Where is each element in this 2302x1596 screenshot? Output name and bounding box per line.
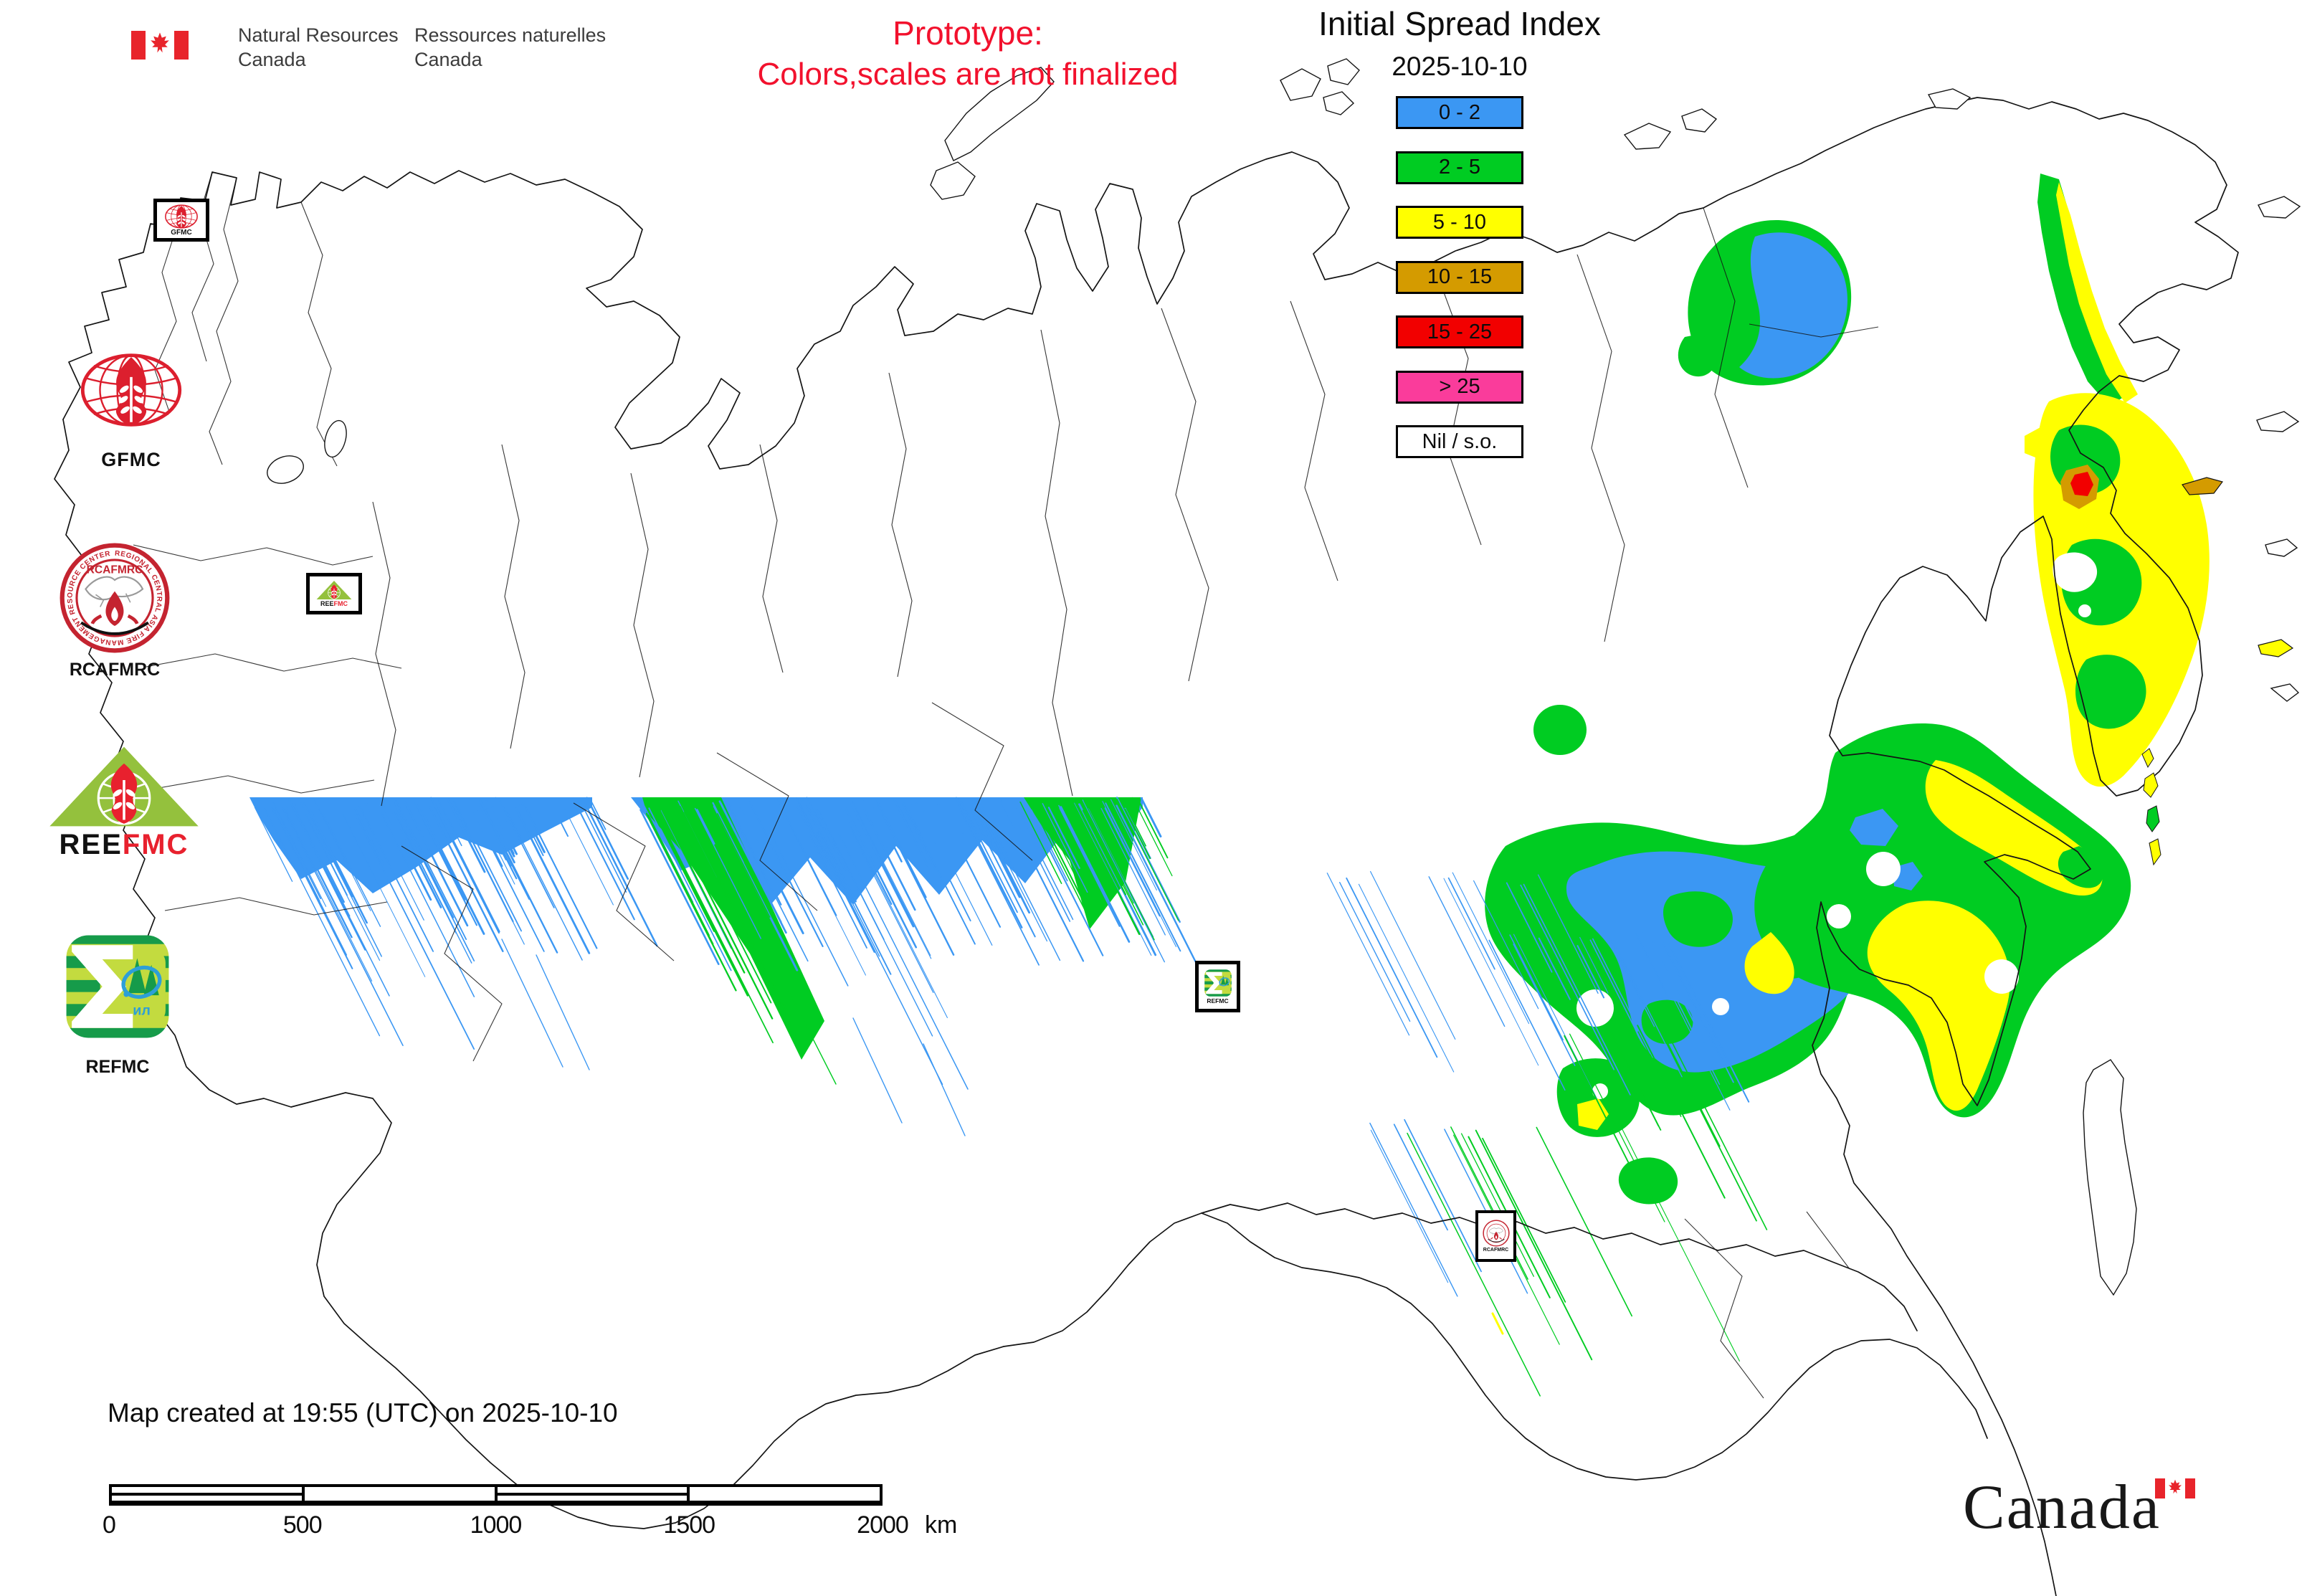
refmc-inner-label: ил <box>133 1003 151 1019</box>
scalebar-tick-label: 1000 <box>470 1511 523 1539</box>
marker-rcafmrc: RCAFMRC <box>1475 1210 1516 1262</box>
legend-entry: Nil / s.o. <box>1396 425 1523 458</box>
gfmc-logo <box>79 353 184 427</box>
legend-entry-label: Nil / s.o. <box>1422 429 1498 453</box>
legend-entry-label: 10 - 15 <box>1427 265 1493 288</box>
map-date: 2025-10-10 <box>1392 52 1528 81</box>
refmc-marker-icon <box>1204 969 1232 997</box>
reefmc-marker-icon <box>315 580 353 600</box>
lake-ladoga <box>267 455 304 484</box>
scalebar <box>109 1484 883 1506</box>
gfmc-marker-icon <box>163 204 200 229</box>
scalebar-segment <box>112 1487 305 1501</box>
canada-wordmark-flag-icon <box>2155 1478 2195 1498</box>
lake-onega <box>324 419 347 458</box>
internal-borders <box>133 171 1879 1399</box>
nrcan-signature: Natural Resources Canada Ressources natu… <box>122 17 638 82</box>
nrcan-title-en: Natural Resources Canada <box>238 24 399 70</box>
prototype-warning-line1: Prototype: <box>893 14 1043 52</box>
legend-entry-label: 0 - 2 <box>1438 100 1481 124</box>
marker-rcafmrc-label: RCAFMRC <box>1483 1248 1509 1253</box>
rcafmrc-logo: REGIONAL CENTRAL ASIA FIRE MANAGEMENT RE… <box>59 542 171 654</box>
wrangel-island <box>1927 88 1972 110</box>
legend-entry: 10 - 15 <box>1396 260 1523 294</box>
novaya-zemlya <box>944 67 1055 161</box>
rcafmrc-marker-icon <box>1483 1220 1510 1247</box>
marker-gfmc-label: GFMC <box>171 228 192 237</box>
map-created-text: Map created at 19:55 (UTC) on 2025-10-10 <box>108 1398 618 1428</box>
scalebar-tick-label: 500 <box>282 1511 323 1539</box>
map-title: Initial Spread Index <box>1318 5 1601 42</box>
data-blob-okhotsk <box>1744 723 2131 1118</box>
marker-reefmc-label-red: FMC <box>333 600 348 607</box>
marker-refmc-label: REFMC <box>1207 997 1229 1005</box>
legend-entry: 2 - 5 <box>1396 151 1523 184</box>
data-blob-green <box>1533 705 1587 755</box>
gfmc-logo-label: GFMC <box>101 449 161 470</box>
reefmc-word-red: FMC <box>122 829 189 860</box>
marker-reefmc: REEFMC <box>306 573 362 614</box>
reefmc-word-black: REE <box>59 829 123 860</box>
data-blob-chukotka <box>1678 219 1852 386</box>
data-streaks <box>254 797 1768 1397</box>
mongolia-border <box>1201 1202 1918 1331</box>
scalebar-segment <box>305 1487 498 1501</box>
canada-flag-icon <box>131 31 189 60</box>
legend-entry-label: > 25 <box>1439 375 1480 398</box>
refmc-logo: ил <box>63 932 172 1041</box>
reefmc-logo <box>44 744 204 829</box>
data-strip-east-coast <box>2037 174 2138 406</box>
legend: 0 - 2 2 - 5 5 - 10 10 - 15 15 - 25 > 25 … <box>1396 96 1523 480</box>
legend-entry: > 25 <box>1396 370 1523 404</box>
rcafmrc-inner-label: RCAFMRC <box>87 564 143 576</box>
canada-wordmark: Canada <box>1963 1473 2161 1542</box>
reefmc-logo-wordmark: REEFMC <box>44 829 204 861</box>
legend-entry-label: 5 - 10 <box>1432 210 1487 234</box>
marker-refmc: REFMC <box>1195 961 1240 1012</box>
scalebar-unit: km <box>925 1511 958 1539</box>
scalebar-tick-label: 0 <box>103 1511 116 1539</box>
data-kamchatka <box>2025 393 2210 787</box>
nrcan-title-fr: Ressources naturelles Canada <box>414 24 607 70</box>
sakhalin <box>2083 1059 2137 1296</box>
legend-entry-label: 15 - 25 <box>1427 320 1493 343</box>
prototype-warning-line2: Colors,scales are not finalized <box>757 56 1179 92</box>
scalebar-segment <box>690 1487 880 1501</box>
legend-entry-label: 2 - 5 <box>1438 156 1481 179</box>
isi-data-layers <box>249 174 2210 1397</box>
marker-reefmc-label-black: REE <box>320 600 334 607</box>
legend-entry: 0 - 2 <box>1396 96 1523 129</box>
rcafmrc-logo-label: RCAFMRC <box>69 660 161 680</box>
lakes-and-islands <box>267 58 2301 1296</box>
legend-entry: 15 - 25 <box>1396 315 1523 348</box>
marker-gfmc: GFMC <box>153 199 209 242</box>
scalebar-tick-label: 2000 <box>857 1511 909 1539</box>
scalebar-segment <box>497 1487 690 1501</box>
refmc-logo-label: REFMC <box>85 1057 150 1077</box>
legend-entry: 5 - 10 <box>1396 206 1523 239</box>
prototype-warning: Prototype: Colors,scales are not finaliz… <box>638 13 1298 94</box>
